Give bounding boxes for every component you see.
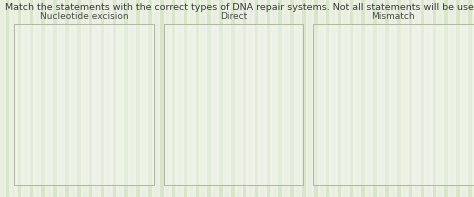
Bar — [65, 0, 69, 197]
Bar — [219, 0, 223, 197]
Bar — [427, 0, 430, 197]
Bar — [136, 0, 140, 197]
Bar — [89, 0, 92, 197]
Bar — [12, 0, 15, 197]
Bar — [112, 0, 116, 197]
Bar — [77, 0, 81, 197]
Text: Mismatch: Mismatch — [372, 12, 415, 21]
Bar — [207, 0, 211, 197]
Bar — [243, 0, 246, 197]
Bar — [164, 24, 303, 185]
Bar — [164, 24, 303, 185]
Bar — [438, 0, 442, 197]
Bar — [213, 0, 217, 197]
Bar — [332, 0, 335, 197]
Bar — [373, 0, 377, 197]
Bar — [266, 0, 270, 197]
Bar — [313, 24, 474, 185]
Text: Match the statements with the correct types of DNA repair systems. Not all state: Match the statements with the correct ty… — [5, 3, 474, 12]
Bar — [415, 0, 418, 197]
Bar — [166, 0, 169, 197]
Bar — [29, 0, 33, 197]
Bar — [432, 0, 436, 197]
Bar — [18, 0, 21, 197]
Bar — [313, 24, 474, 185]
Bar — [456, 0, 460, 197]
Bar — [59, 0, 63, 197]
Bar — [337, 0, 341, 197]
Bar — [36, 0, 39, 197]
Bar — [397, 0, 401, 197]
Bar — [385, 0, 389, 197]
Bar — [225, 0, 228, 197]
Bar — [367, 0, 371, 197]
Bar — [83, 0, 86, 197]
Bar — [160, 0, 164, 197]
Bar — [24, 0, 27, 197]
Bar — [326, 0, 329, 197]
Bar — [356, 0, 359, 197]
Bar — [14, 24, 154, 185]
Bar — [273, 0, 276, 197]
Bar — [314, 0, 318, 197]
Bar — [41, 0, 45, 197]
Bar — [450, 0, 454, 197]
Bar — [296, 0, 300, 197]
Bar — [53, 0, 57, 197]
Bar — [195, 0, 199, 197]
Bar — [350, 0, 353, 197]
Bar — [249, 0, 252, 197]
Bar — [468, 0, 472, 197]
Bar — [320, 0, 323, 197]
Bar — [462, 0, 465, 197]
Bar — [190, 0, 193, 197]
Bar — [231, 0, 235, 197]
Bar — [107, 0, 110, 197]
Bar — [420, 0, 424, 197]
Bar — [130, 0, 134, 197]
Bar — [118, 0, 122, 197]
Bar — [444, 0, 448, 197]
Bar — [71, 0, 75, 197]
Bar — [308, 0, 311, 197]
Bar — [0, 0, 3, 197]
Bar — [14, 24, 154, 185]
Bar — [403, 0, 406, 197]
Bar — [100, 0, 104, 197]
Bar — [302, 0, 306, 197]
Bar — [279, 0, 282, 197]
Bar — [391, 0, 394, 197]
Bar — [172, 0, 175, 197]
Bar — [148, 0, 152, 197]
Bar — [409, 0, 412, 197]
Bar — [178, 0, 181, 197]
Bar — [6, 0, 9, 197]
Bar — [154, 0, 157, 197]
Bar — [379, 0, 383, 197]
Text: Nucleotide excision: Nucleotide excision — [40, 12, 128, 21]
Bar — [124, 0, 128, 197]
Bar — [261, 0, 264, 197]
Text: Direct: Direct — [220, 12, 247, 21]
Bar — [47, 0, 51, 197]
Bar — [237, 0, 240, 197]
Bar — [255, 0, 258, 197]
Bar — [201, 0, 205, 197]
Bar — [184, 0, 187, 197]
Bar — [290, 0, 294, 197]
Bar — [284, 0, 288, 197]
Bar — [142, 0, 146, 197]
Bar — [95, 0, 99, 197]
Bar — [361, 0, 365, 197]
Bar — [344, 0, 347, 197]
